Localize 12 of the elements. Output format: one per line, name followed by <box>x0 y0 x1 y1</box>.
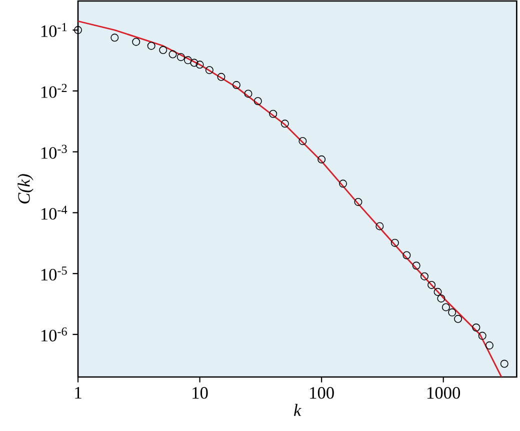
x-axis-title: k <box>294 404 302 416</box>
x-tick-label: 100 <box>310 387 334 399</box>
y-tick-label: 10$^{-2}$ <box>41 84 67 98</box>
y-tick-label: 10$^{-5}$ <box>41 266 67 281</box>
y-tick-label: 10$^{-1}$ <box>41 23 67 38</box>
y-tick-label: 10$^{-3}$ <box>41 144 67 159</box>
y-tick-label: 10$^{-4}$ <box>41 206 68 220</box>
x-tick-label: 1 <box>75 387 82 398</box>
y-axis-title: C(k) <box>18 174 34 204</box>
x-tick-label: 1000 <box>428 387 460 399</box>
x-tick-label: 10 <box>192 387 208 399</box>
y-tick-label: 10$^{-6}$ <box>41 327 67 342</box>
